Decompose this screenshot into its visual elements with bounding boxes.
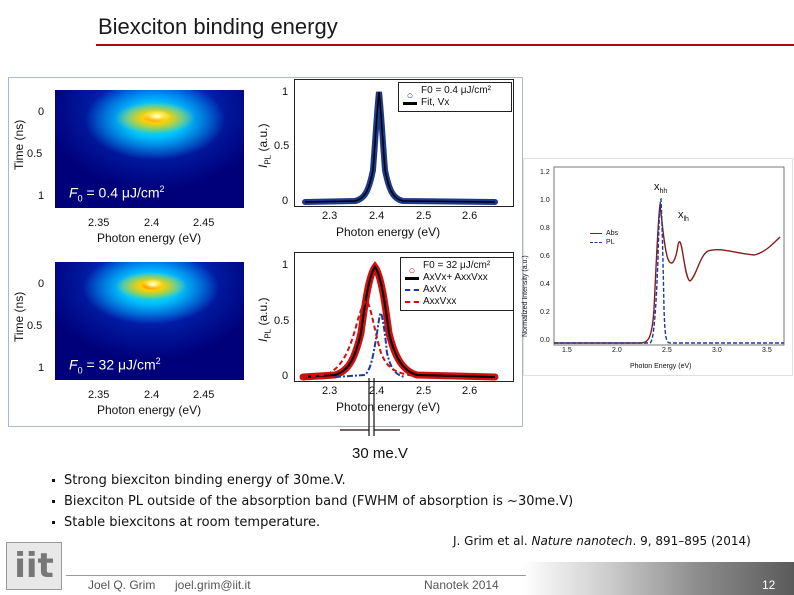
inset-legend: Abs PL bbox=[590, 229, 618, 247]
inset-xtick-30: 3.0 bbox=[712, 347, 722, 354]
bullet-item: Biexciton PL outside of the absorption b… bbox=[52, 491, 573, 512]
legend-low-data: ○ F0 = 0.4 μJ/cm² bbox=[406, 85, 491, 102]
bullet-list: Strong biexciton binding energy of 30me.… bbox=[52, 470, 573, 533]
inset-yaxis-title: Normalized Intensity (a.u.) bbox=[522, 255, 529, 337]
pl-low-xtick-23: 2.3 bbox=[322, 210, 338, 222]
pl-low-fit-curve bbox=[304, 91, 496, 203]
time-axis-title-bottom: Time (ns) bbox=[12, 291, 26, 342]
inset-ytick-04: 0.4 bbox=[540, 281, 550, 288]
heatmap-high-label: F0 = 32 μJ/cm2 bbox=[69, 356, 161, 376]
pl-low-ytick-05: 0.5 bbox=[274, 140, 290, 152]
legend-low-fit: Fit, Vx bbox=[403, 97, 507, 109]
pl-high-total-fit bbox=[302, 265, 496, 378]
inset-legend-pl: PL bbox=[590, 238, 618, 247]
pl-low-xtick-26: 2.6 bbox=[462, 210, 478, 222]
time-axis-title-top: Time (ns) bbox=[12, 119, 26, 170]
inset-xaxis-title: Photon Energy (eV) bbox=[630, 363, 692, 370]
pl-low-yaxis-title: IPL (a.u.) bbox=[256, 123, 273, 168]
time-tick-05-bottom: 0.5 bbox=[27, 320, 43, 332]
heatmap-low-label: F0 = 0.4 μJ/cm2 bbox=[69, 184, 165, 204]
footer-divider bbox=[66, 575, 526, 576]
pl-low-legend: ○ F0 = 0.4 μJ/cm² Fit, Vx bbox=[398, 82, 512, 112]
pl-high-ytick-05: 0.5 bbox=[274, 315, 290, 327]
legend-high-data: ○ F0 = 32 μJ/cm² bbox=[408, 260, 491, 277]
title-underline bbox=[96, 44, 794, 46]
pl-high-yaxis-title: IPL (a.u.) bbox=[256, 297, 273, 342]
legend-high-total: AxVx+ AxxVxx bbox=[405, 272, 509, 284]
iit-logo: iit bbox=[6, 542, 62, 590]
inset-ytick-12: 1.2 bbox=[540, 169, 550, 176]
line-swatch-icon bbox=[403, 101, 417, 105]
inset-ytick-08: 0.8 bbox=[540, 225, 550, 232]
page-number: 12 bbox=[762, 578, 776, 592]
binding-energy-annotation: 30 me.V bbox=[352, 445, 408, 462]
footer-email[interactable]: joel.grim@iit.it bbox=[175, 578, 251, 592]
pl-low-ytick-0: 0 bbox=[282, 195, 289, 207]
time-tick-1-top: 1 bbox=[38, 190, 45, 202]
legend-high-xx: AxxVxx bbox=[405, 296, 509, 308]
inset-ytick-06: 0.6 bbox=[540, 253, 550, 260]
legend-high-x: AxVx bbox=[405, 284, 509, 296]
abs-curve bbox=[554, 204, 781, 344]
pl-low-ytick-1: 1 bbox=[282, 86, 289, 98]
time-tick-0-bottom: 0 bbox=[38, 278, 45, 290]
dashdot-swatch-icon bbox=[405, 289, 419, 291]
inset-xtick-25: 2.5 bbox=[662, 347, 672, 354]
energy-tick-235-top: 2.35 bbox=[88, 217, 110, 229]
pl-high-xtick-24: 2.4 bbox=[369, 385, 385, 397]
pl-low-xtick-25: 2.5 bbox=[416, 210, 432, 222]
inset-ytick-10: 1.0 bbox=[540, 197, 550, 204]
pl-low-xaxis-title: Photon energy (eV) bbox=[336, 225, 441, 239]
energy-tick-24-top: 2.4 bbox=[144, 217, 160, 229]
inset-legend-abs: Abs bbox=[590, 229, 618, 238]
dash-swatch-icon bbox=[405, 301, 419, 303]
energy-tick-245-bottom: 2.45 bbox=[193, 389, 215, 401]
pl-high-legend: ○ F0 = 32 μJ/cm² AxVx+ AxxVxx AxVx AxxVx… bbox=[400, 257, 514, 311]
pl-plot-high-svg bbox=[299, 261, 499, 381]
inset-svg bbox=[553, 166, 785, 346]
bullet-item: Stable biexcitons at room temperature. bbox=[52, 512, 573, 533]
gears-decoration-icon bbox=[522, 562, 794, 595]
pl-high-xtick-26: 2.6 bbox=[462, 385, 478, 397]
energy-axis-title-top: Photon energy (eV) bbox=[97, 231, 202, 245]
energy-axis-title-bottom: Photon energy (eV) bbox=[97, 403, 202, 417]
pl-high-ytick-0: 0 bbox=[282, 370, 289, 382]
heatmap-high-fluence: F0 = 32 μJ/cm2 bbox=[55, 262, 244, 380]
pl-plot-low-svg bbox=[302, 91, 498, 205]
pl-curve bbox=[554, 198, 784, 344]
absorption-pl-inset: Normalized Intensity (a.u.) 1.2 1.0 0.8 … bbox=[522, 158, 793, 376]
footer-presenter: Joel Q. Grim bbox=[88, 578, 156, 592]
energy-gap-bracket bbox=[340, 378, 400, 436]
inset-xtick-35: 3.5 bbox=[762, 347, 772, 354]
inset-xtick-15: 1.5 bbox=[562, 347, 572, 354]
line-swatch-icon bbox=[590, 233, 602, 234]
slide-title: Biexciton binding energy bbox=[98, 14, 338, 39]
citation: J. Grim et al. Nature nanotech. 9, 891–8… bbox=[453, 534, 751, 548]
time-tick-05-top: 0.5 bbox=[27, 148, 43, 160]
heatmap-low-fluence: F0 = 0.4 μJ/cm2 bbox=[55, 90, 244, 208]
dash-swatch-icon bbox=[590, 242, 602, 243]
pl-high-xtick-23: 2.3 bbox=[322, 385, 338, 397]
line-swatch-icon bbox=[405, 276, 419, 280]
pl-high-ytick-1: 1 bbox=[282, 259, 289, 271]
pl-low-xtick-24: 2.4 bbox=[369, 210, 385, 222]
inset-xtick-20: 2.0 bbox=[612, 347, 622, 354]
inset-ytick-00: 0.0 bbox=[540, 337, 550, 344]
energy-tick-24-bottom: 2.4 bbox=[144, 389, 160, 401]
energy-tick-235-bottom: 2.35 bbox=[88, 389, 110, 401]
pl-high-xaxis-title: Photon energy (eV) bbox=[336, 400, 441, 414]
inset-annotation-xhh: xhh bbox=[654, 181, 668, 196]
pl-high-x-component bbox=[334, 311, 406, 378]
time-tick-0-top: 0 bbox=[38, 106, 45, 118]
pl-high-xx-component bbox=[302, 299, 416, 378]
footer-event: Nanotek 2014 bbox=[424, 578, 499, 592]
inset-annotation-xlh: xlh bbox=[678, 209, 689, 224]
inset-ytick-02: 0.2 bbox=[540, 309, 550, 316]
time-tick-1-bottom: 1 bbox=[38, 362, 45, 374]
energy-tick-245-top: 2.45 bbox=[193, 217, 215, 229]
pl-high-xtick-25: 2.5 bbox=[416, 385, 432, 397]
bullet-item: Strong biexciton binding energy of 30me.… bbox=[52, 470, 573, 491]
